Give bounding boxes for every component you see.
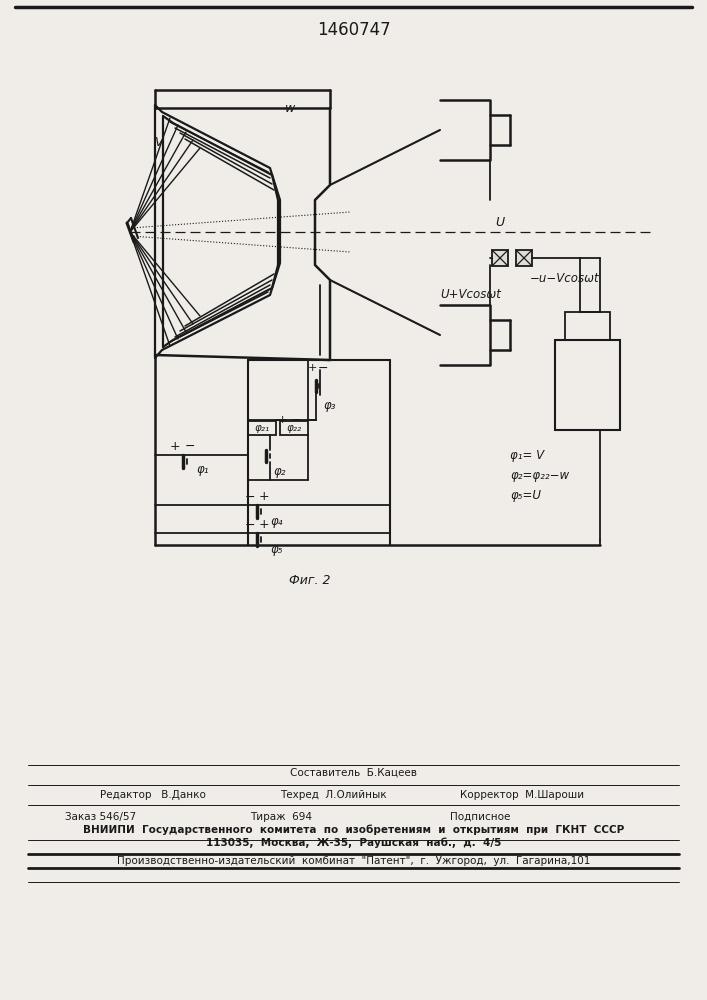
Text: U: U bbox=[496, 216, 505, 229]
Text: Редактор   В.Данко: Редактор В.Данко bbox=[100, 790, 206, 800]
Text: 1460747: 1460747 bbox=[317, 21, 391, 39]
Bar bbox=[248, 421, 276, 435]
Text: +: + bbox=[308, 363, 317, 373]
Text: −: − bbox=[185, 440, 195, 452]
Bar bbox=[280, 421, 308, 435]
Text: ВНИИПИ  Государственного  комитета  по  изобретениям  и  открытиям  при  ГКНТ  С: ВНИИПИ Государственного комитета по изоб… bbox=[83, 825, 624, 835]
Text: Техред  Л.Олийнык: Техред Л.Олийнык bbox=[280, 790, 387, 800]
Text: φ₁: φ₁ bbox=[197, 464, 209, 477]
Text: +: + bbox=[170, 440, 180, 452]
Text: w: w bbox=[285, 102, 295, 114]
Text: Тираж  694: Тираж 694 bbox=[250, 812, 312, 822]
Text: Производственно-издательский  комбинат  "Патент",  г.  Ужгород,  ул.  Гагарина,1: Производственно-издательский комбинат "П… bbox=[117, 856, 590, 866]
Text: −: − bbox=[245, 518, 255, 532]
Bar bbox=[555, 340, 620, 430]
Text: −: − bbox=[245, 490, 255, 504]
Text: φ₅=U: φ₅=U bbox=[510, 488, 541, 502]
Bar bbox=[565, 312, 610, 340]
Text: −: − bbox=[317, 361, 328, 374]
Text: φ₂₂: φ₂₂ bbox=[286, 423, 302, 433]
Text: Заказ 546/57: Заказ 546/57 bbox=[65, 812, 136, 822]
Text: φ₃: φ₃ bbox=[324, 399, 337, 412]
Text: φ₂: φ₂ bbox=[274, 466, 286, 479]
Bar bbox=[492, 250, 508, 266]
Text: 113035,  Москва,  Ж-35,  Раушская  наб.,  д.  4/5: 113035, Москва, Ж-35, Раушская наб., д. … bbox=[206, 838, 502, 848]
Text: φ₁= V: φ₁= V bbox=[510, 448, 544, 462]
Text: −: − bbox=[291, 414, 301, 426]
Text: φ₂₁: φ₂₁ bbox=[255, 423, 269, 433]
Text: V: V bbox=[153, 135, 162, 148]
Bar bbox=[516, 250, 532, 266]
Text: −u−Vcosωt: −u−Vcosωt bbox=[530, 271, 600, 284]
Text: Корректор  М.Шароши: Корректор М.Шароши bbox=[460, 790, 584, 800]
Text: Подписное: Подписное bbox=[450, 812, 510, 822]
Text: φ₂=φ₂₂−w: φ₂=φ₂₂−w bbox=[510, 468, 569, 482]
Text: φ₄: φ₄ bbox=[271, 516, 284, 528]
Text: U+Vcosωt: U+Vcosωt bbox=[440, 288, 501, 302]
Text: Фиг. 2: Фиг. 2 bbox=[289, 574, 331, 586]
Text: +: + bbox=[259, 490, 269, 504]
Text: φ₅: φ₅ bbox=[271, 544, 284, 556]
Text: +: + bbox=[277, 415, 286, 425]
Text: Составитель  Б.Кацеев: Составитель Б.Кацеев bbox=[291, 768, 418, 778]
Text: +: + bbox=[259, 518, 269, 532]
